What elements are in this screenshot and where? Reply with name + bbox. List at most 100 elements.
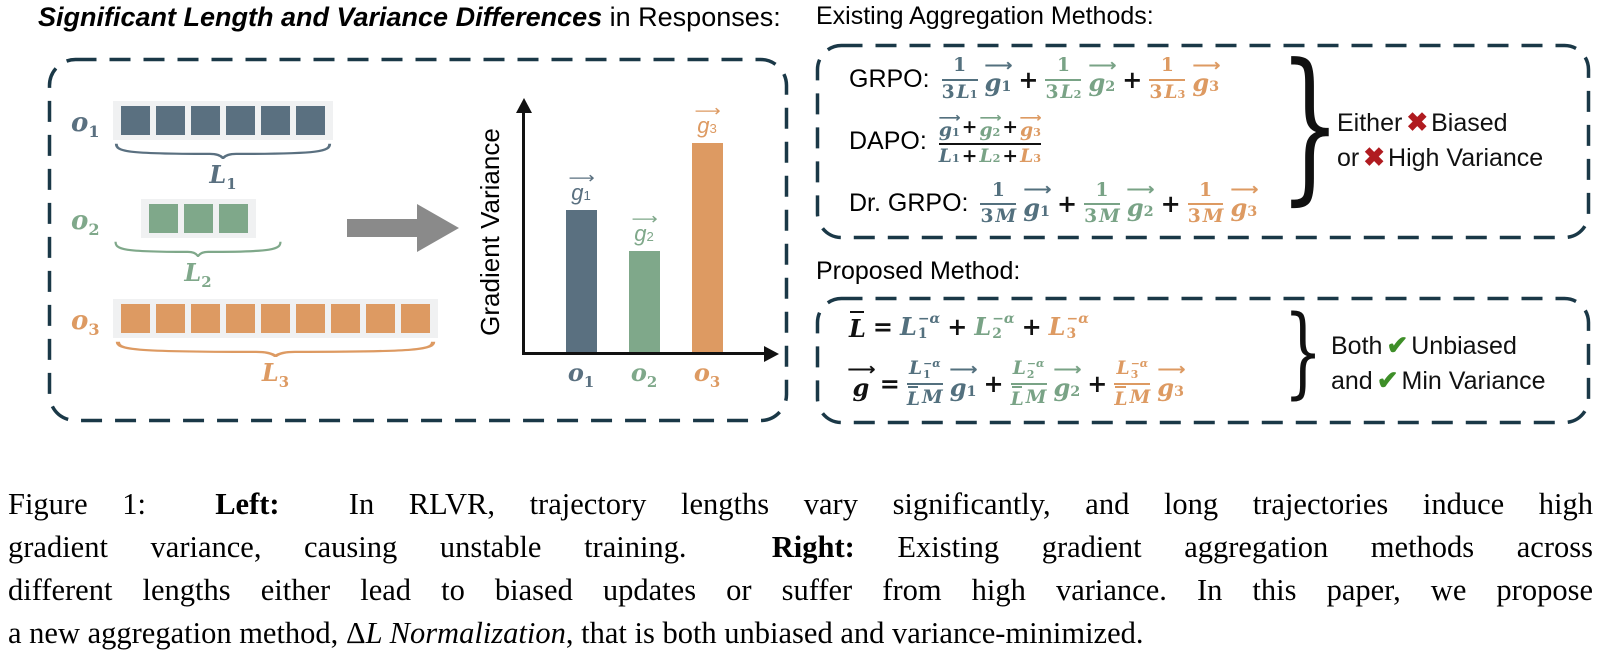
math-bar-var: L: [1114, 385, 1128, 410]
math-text: 1: [1199, 178, 1213, 201]
method-row-dr-grpo: Dr. GRPO: 1 3 M ⟶ g 1 +1 3 M ⟶ g 2 +1 3 M ⟶ g 3: [849, 178, 1275, 228]
math-text: +: [983, 369, 1004, 399]
sequence-row-o1: o1 L1: [71, 101, 333, 193]
y-axis-label: Gradient Variance: [475, 128, 505, 336]
proposed-row-g: ⟶ g = L −α 1 L M ⟶ g 1 + L −α 2 L M ⟶ g 2 + L −α 3 L M ⟶ g 3: [847, 357, 1285, 410]
math-text: 1: [1095, 178, 1109, 201]
left-dashed-box: [47, 57, 789, 423]
cross-icon: ✖: [1406, 107, 1429, 137]
vector-icon: ⟶ g 3: [1019, 110, 1042, 142]
sequence-token: [156, 304, 185, 333]
bar-value-label: ⟶ g 3: [695, 96, 721, 137]
text-run: Δ: [345, 616, 366, 650]
text-run: different lengths either lead to biased …: [8, 573, 1593, 607]
caption-line: gradient variance, causing unstable trai…: [8, 526, 1593, 569]
x-axis-arrow-icon: [764, 345, 779, 362]
sequence-token: [226, 106, 255, 135]
length-label: L3: [261, 358, 290, 391]
vector-icon: ⟶ g 1: [1022, 180, 1051, 223]
underbrace-icon: [115, 341, 436, 357]
annotation-line: and ✔ Min Variance: [1331, 363, 1546, 398]
math-text: +: [1002, 116, 1019, 139]
vector-icon: ⟶ g 3: [1192, 55, 1220, 98]
math-text: +: [1021, 312, 1042, 342]
method-label: GRPO:: [849, 64, 930, 93]
vector-icon: ⟶ g 3: [1156, 360, 1185, 403]
math-text: M: [995, 205, 1017, 228]
axis-category-label: o3: [693, 358, 721, 391]
vector-icon: ⟶ g 2: [1088, 55, 1116, 98]
math-text: 3: [980, 205, 994, 228]
proposed-method-box: [815, 296, 1591, 425]
formula: ⟶ g 1 + ⟶ g 2 + ⟶ g 3 L 1 + L 2 + L 3: [938, 110, 1042, 168]
bar-value-label: ⟶ g 2: [632, 204, 658, 245]
token-strip: [113, 101, 333, 140]
fraction: L −α 1 L M: [906, 357, 943, 410]
math-text: 1: [1160, 54, 1174, 77]
math-text: 3: [941, 80, 955, 103]
math-text: 3: [1187, 205, 1201, 228]
y-axis-arrow-icon: [515, 98, 532, 113]
vector-icon: ⟶ g 1: [568, 167, 595, 205]
text-run: , that is both unbiased and variance-min…: [565, 616, 1144, 650]
math-var-supsub: L −α 3: [1048, 311, 1089, 342]
existing-methods-title: Existing Aggregation Methods:: [816, 2, 1154, 30]
text-run: a new aggregation method,: [8, 616, 346, 650]
vector-icon: ⟶ g 1: [949, 360, 977, 403]
sequence-body: L2: [113, 199, 283, 291]
sequence-body: L1: [113, 101, 333, 193]
sequence-token: [218, 204, 248, 233]
figure-caption: Figure 1: Left: In RLVR, trajectory leng…: [8, 483, 1593, 655]
length-label: L2: [184, 258, 212, 291]
math-text: +: [1056, 189, 1078, 219]
annotation-line: Either ✖ Biased: [1337, 105, 1543, 140]
text-run: Left:: [215, 487, 280, 521]
formula: L = L −α 1 + L −α 2 + L −α 3: [849, 310, 1089, 343]
sequence-body: L3: [113, 299, 438, 391]
text-run: gradient variance, causing unstable trai…: [8, 530, 772, 564]
chart-bar-o1: [565, 210, 597, 352]
math-text: +: [1018, 64, 1039, 94]
method-label: DAPO:: [849, 126, 927, 155]
proposed-annotation: Both ✔ Unbiased and ✔ Min Variance: [1331, 328, 1546, 398]
proposed-row-lbar: L = L −α 1 + L −α 2 + L −α 3: [849, 310, 1285, 343]
chart-bar-o2: [628, 251, 660, 352]
vector-icon: ⟶ g: [847, 360, 875, 403]
existing-methods-panel: GRPO: 1 3 L 1 ⟶ g 1 +1 3 L 2 ⟶ g 2 +1 3 L 3 ⟶ g 3 DAPO: ⟶ g 1 +…: [815, 42, 1591, 240]
vector-icon: ⟶ g 1: [938, 110, 961, 142]
formula: 1 3 L 1 ⟶ g 1 +1 3 L 2 ⟶ g 2 +1 3 L 3 ⟶ g 3: [941, 54, 1221, 103]
fraction: L −α 3 L M: [1114, 357, 1151, 410]
text-run: Either: [1337, 109, 1403, 137]
sequence-token: [121, 106, 150, 135]
cross-icon: ✖: [1363, 142, 1386, 172]
text-run: L Normalization: [365, 616, 566, 650]
text-run: Both: [1331, 332, 1383, 360]
bar-chart: ⟶ g 1 o1 ⟶ g 2 o2 ⟶ g 3 o3: [515, 98, 779, 391]
underbrace-icon: [114, 241, 282, 257]
sequence-token: [191, 106, 220, 135]
math-text: +: [947, 312, 968, 342]
math-text: 1: [991, 178, 1005, 201]
math-text: 1: [953, 54, 967, 77]
math-text: 3: [1084, 205, 1098, 228]
math-var-supsub: L −α 2: [974, 311, 1015, 342]
annotation-line: Both ✔ Unbiased: [1331, 328, 1546, 363]
proposed-method-panel: L = L −α 1 + L −α 2 + L −α 3 ⟶ g = L −α 1 L M ⟶ g 1 + L −α 2 L M ⟶ g 2 +…: [815, 296, 1591, 425]
existing-annotation: Either ✖ Biased or ✖ High Variance: [1337, 105, 1543, 175]
math-text: 3: [1045, 80, 1059, 103]
vector-icon: ⟶ g 1: [984, 55, 1012, 98]
sequence-token: [261, 304, 290, 333]
existing-methods-box: [815, 43, 1591, 240]
token-strip: [140, 199, 256, 238]
method-row-grpo: GRPO: 1 3 L 1 ⟶ g 1 +1 3 L 2 ⟶ g 2 +1 3 L 3 ⟶ g 3: [849, 55, 1275, 103]
left-panel-title: Significant Length and Variance Differen…: [38, 2, 781, 33]
